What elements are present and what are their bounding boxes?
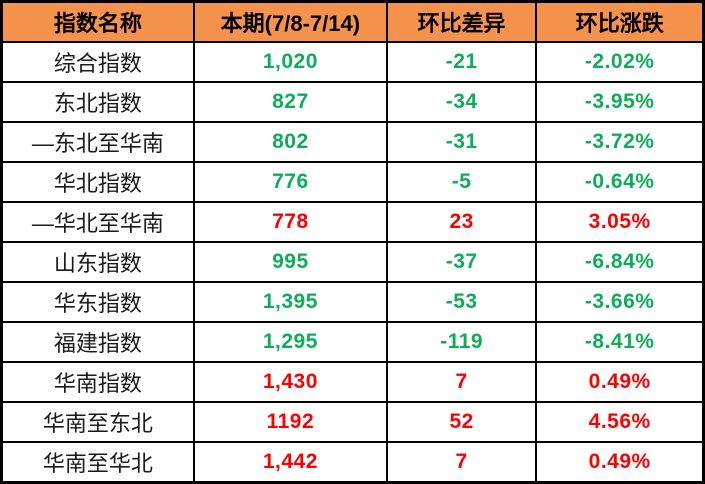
pct-cell: 3.05% <box>535 201 705 243</box>
table-row: 华南至东北 1192 52 4.56% <box>0 401 705 443</box>
index-name-cell: 综合指数 <box>0 41 195 83</box>
table-row: 华北指数 776 -5 -0.64% <box>0 161 705 203</box>
diff-cell: 52 <box>385 401 538 443</box>
value-cell: 778 <box>192 201 388 243</box>
diff-cell: -31 <box>385 121 538 163</box>
value-cell: 995 <box>192 241 388 283</box>
pct-cell: -8.41% <box>535 321 705 363</box>
index-name-cell: 山东指数 <box>0 241 195 283</box>
pct-cell: -2.02% <box>535 41 705 83</box>
table-row: 东北指数 827 -34 -3.95% <box>0 81 705 123</box>
table-row: 华南指数 1,430 7 0.49% <box>0 361 705 403</box>
pct-cell: 0.49% <box>535 441 705 484</box>
diff-cell: -37 <box>385 241 538 283</box>
pct-cell: 4.56% <box>535 401 705 443</box>
diff-cell: -119 <box>385 321 538 363</box>
diff-cell: 7 <box>385 361 538 403</box>
index-name-cell: 华东指数 <box>0 281 195 323</box>
index-name-cell: —华北至华南 <box>0 201 195 243</box>
table-row: 华南至华北 1,442 7 0.49% <box>0 441 705 484</box>
col-header-index-name: 指数名称 <box>0 0 195 43</box>
index-name-cell: 华南至华北 <box>0 441 195 484</box>
diff-cell: -21 <box>385 41 538 83</box>
value-cell: 776 <box>192 161 388 203</box>
pct-cell: -3.66% <box>535 281 705 323</box>
value-cell: 1,442 <box>192 441 388 484</box>
index-name-cell: 福建指数 <box>0 321 195 363</box>
index-name-cell: 华南指数 <box>0 361 195 403</box>
pct-cell: -3.95% <box>535 81 705 123</box>
table-row: 山东指数 995 -37 -6.84% <box>0 241 705 283</box>
index-name-cell: —东北至华南 <box>0 121 195 163</box>
index-name-cell: 东北指数 <box>0 81 195 123</box>
diff-cell: -5 <box>385 161 538 203</box>
table-row: —东北至华南 802 -31 -3.72% <box>0 121 705 163</box>
table-row: 综合指数 1,020 -21 -2.02% <box>0 41 705 83</box>
diff-cell: -34 <box>385 81 538 123</box>
value-cell: 1,430 <box>192 361 388 403</box>
diff-cell: 23 <box>385 201 538 243</box>
value-cell: 827 <box>192 81 388 123</box>
col-header-current-period: 本期(7/8-7/14) <box>192 0 388 43</box>
index-name-cell: 华南至东北 <box>0 401 195 443</box>
col-header-mom-diff: 环比差异 <box>385 0 538 43</box>
table-row: 福建指数 1,295 -119 -8.41% <box>0 321 705 363</box>
value-cell: 1,295 <box>192 321 388 363</box>
pct-cell: 0.49% <box>535 361 705 403</box>
pct-cell: -0.64% <box>535 161 705 203</box>
table-row: 华东指数 1,395 -53 -3.66% <box>0 281 705 323</box>
value-cell: 1192 <box>192 401 388 443</box>
pct-cell: -6.84% <box>535 241 705 283</box>
table-row: —华北至华南 778 23 3.05% <box>0 201 705 243</box>
value-cell: 802 <box>192 121 388 163</box>
diff-cell: -53 <box>385 281 538 323</box>
diff-cell: 7 <box>385 441 538 484</box>
header-row: 指数名称 本期(7/8-7/14) 环比差异 环比涨跌 <box>0 0 705 43</box>
value-cell: 1,020 <box>192 41 388 83</box>
col-header-mom-change: 环比涨跌 <box>535 0 705 43</box>
value-cell: 1,395 <box>192 281 388 323</box>
index-name-cell: 华北指数 <box>0 161 195 203</box>
pct-cell: -3.72% <box>535 121 705 163</box>
